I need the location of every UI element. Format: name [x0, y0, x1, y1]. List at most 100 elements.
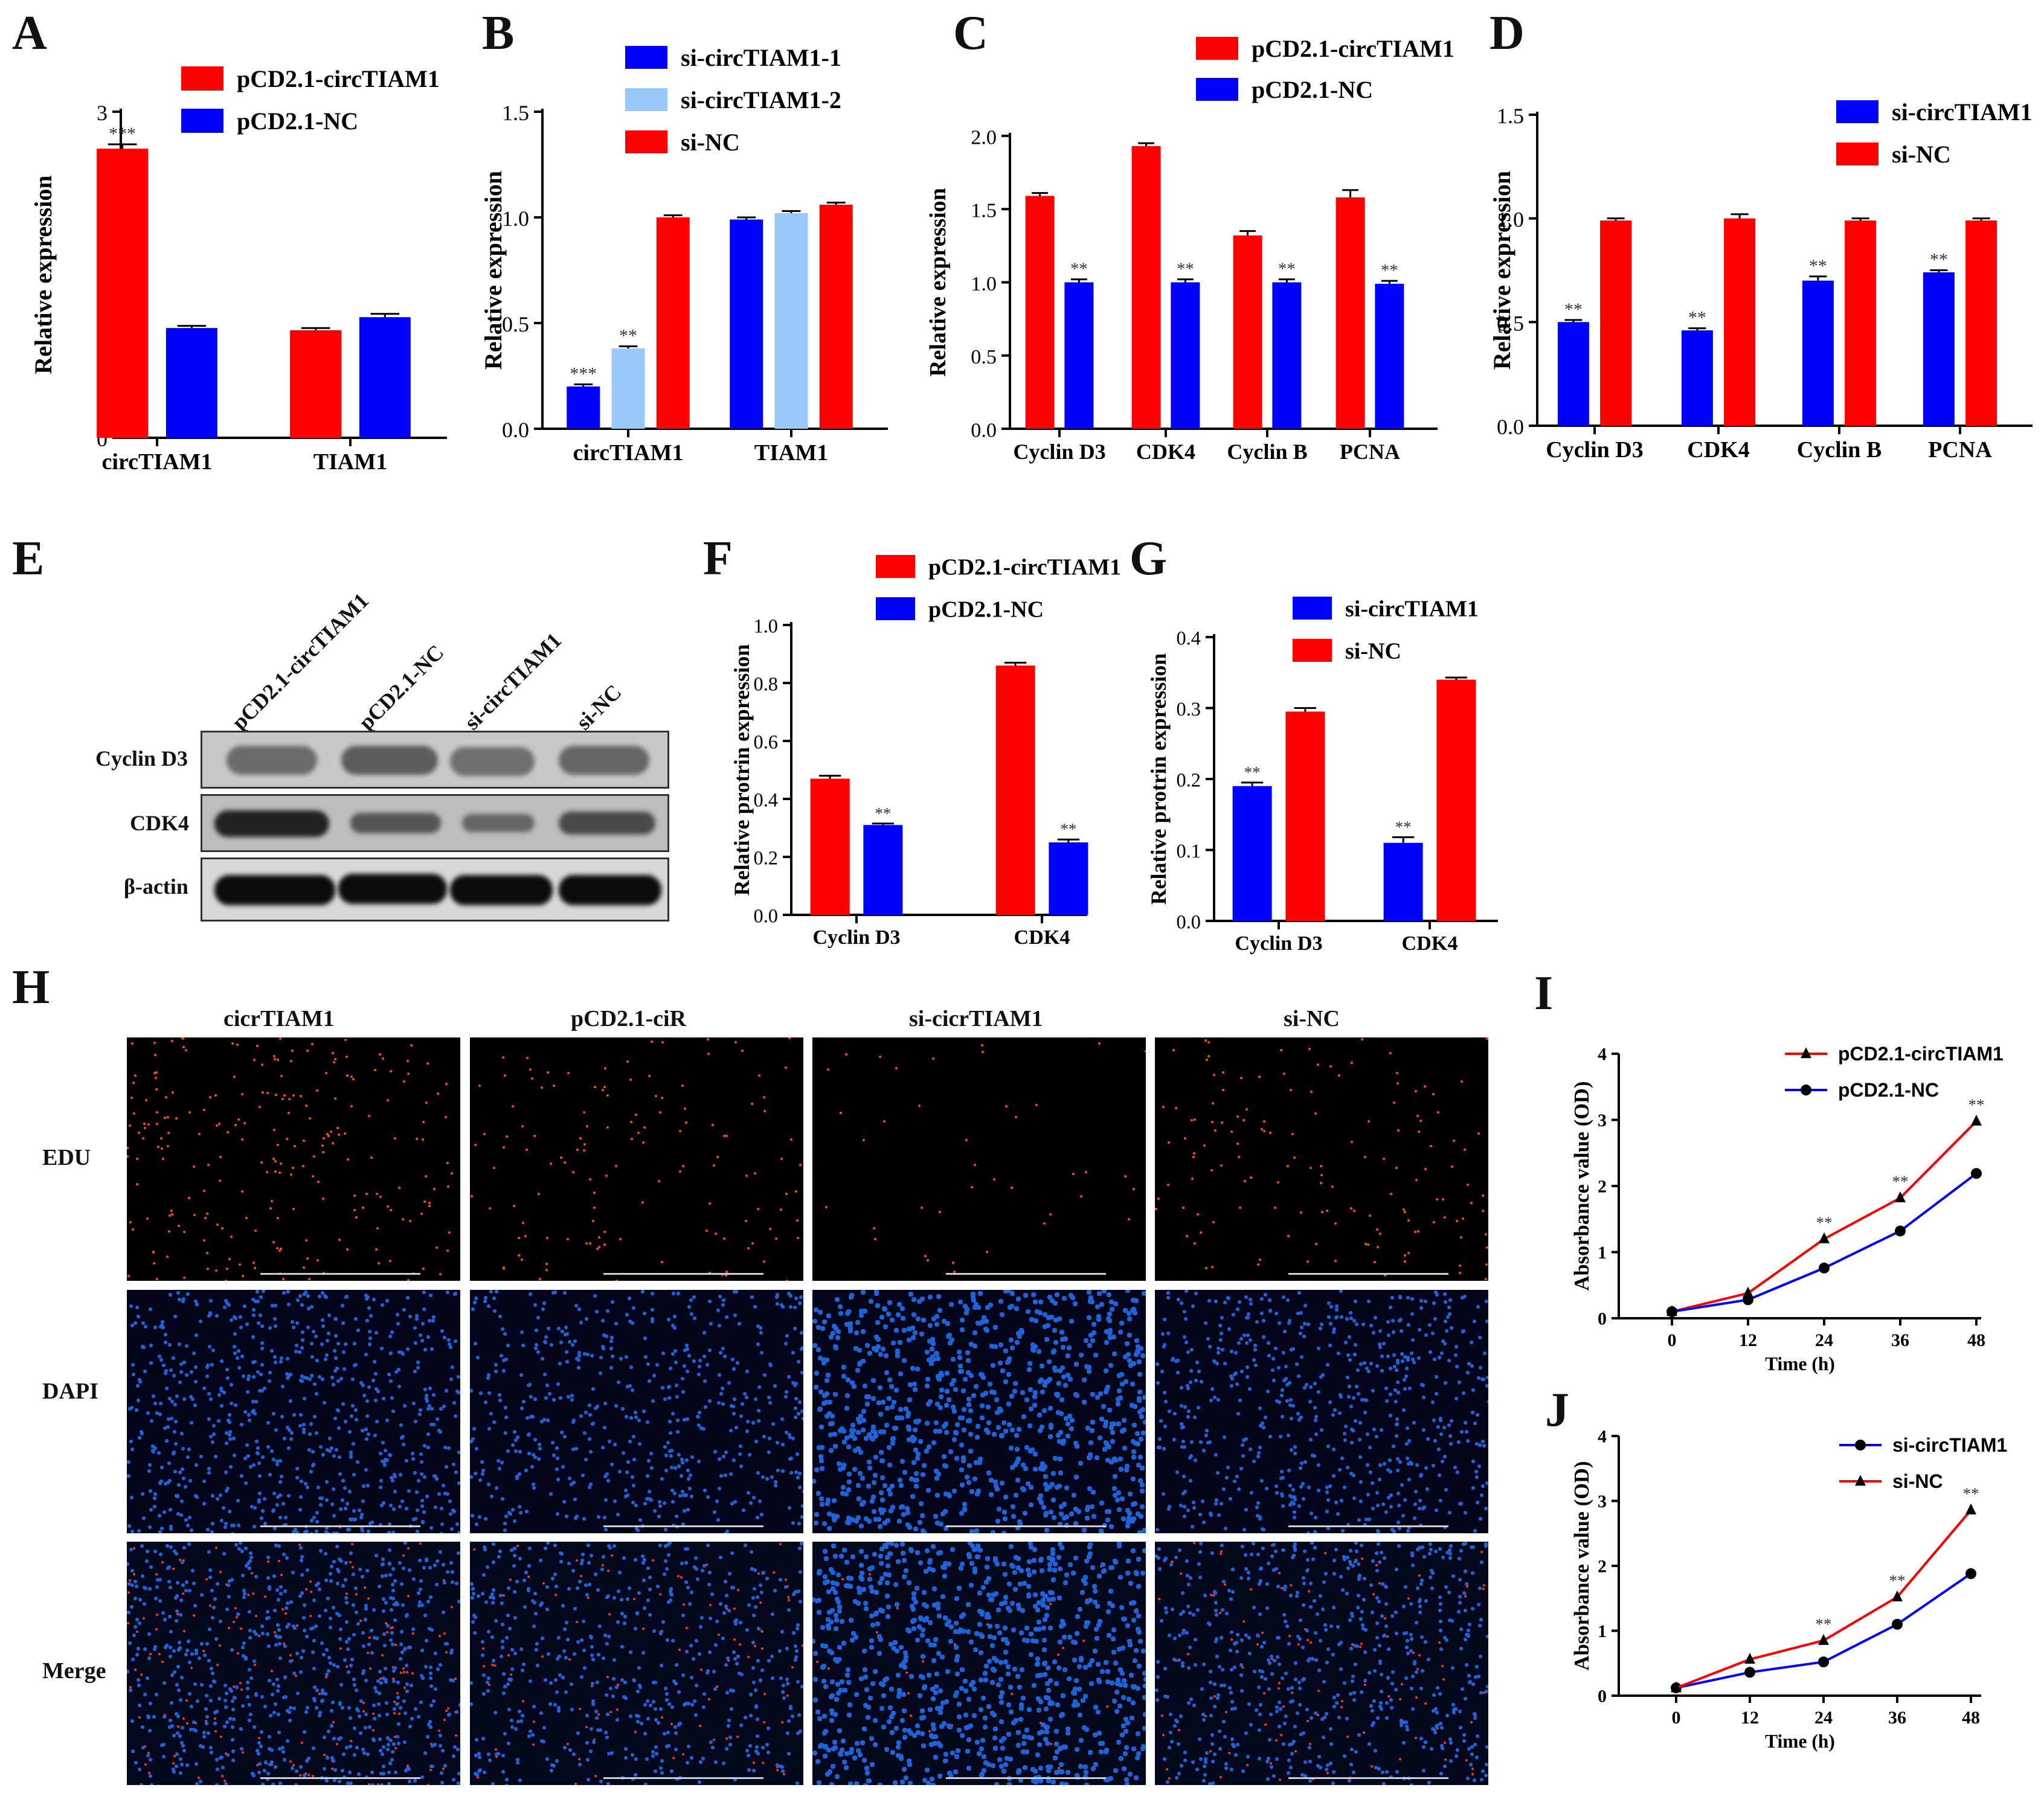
legend-label: si-NC	[1345, 638, 1401, 664]
legend-label: si-NC	[1892, 141, 1951, 168]
x-axis-label: Time (h)	[1765, 1353, 1835, 1374]
dapi-image	[470, 1290, 803, 1533]
bar	[1049, 842, 1088, 915]
bar	[995, 665, 1035, 915]
x-tick-label: 48	[1962, 1708, 1980, 1728]
bar	[1557, 322, 1589, 426]
triangle-marker	[1855, 1475, 1866, 1486]
significance-label: ***	[109, 124, 136, 144]
significance-label: **	[619, 326, 637, 346]
circle-marker	[1965, 1568, 1976, 1579]
legend-swatch	[1293, 639, 1332, 662]
blot-row-label: Cyclin D3	[95, 746, 188, 771]
x-tick-label: Cyclin D3	[812, 926, 900, 949]
blot-band	[559, 746, 649, 775]
x-tick-label: PCNA	[1340, 440, 1400, 464]
blot-strip	[201, 858, 669, 922]
dapi-image	[812, 1290, 1146, 1533]
y-tick-label: 3	[1598, 1492, 1607, 1511]
scale-bar	[603, 1777, 763, 1779]
legend-label: pCD2.1-circTIAM1	[237, 65, 440, 92]
cell-dots	[812, 1542, 814, 1543]
bar	[656, 217, 690, 429]
blot-row-label: β-actin	[124, 874, 188, 899]
legend-label: si-circTIAM1-2	[681, 86, 841, 114]
legend-swatch	[181, 109, 223, 133]
triangle-marker	[1819, 1232, 1830, 1243]
legend-swatch	[1293, 597, 1332, 620]
y-tick-label: 0.2	[1177, 770, 1201, 792]
x-tick-label: 24	[1815, 1330, 1833, 1350]
triangle-marker	[1818, 1633, 1829, 1645]
scale-bar	[603, 1273, 763, 1275]
bar	[1965, 220, 1997, 426]
y-tick-label: 0.5	[502, 312, 529, 336]
y-axis-label: Absorbance value (OD)	[1570, 1082, 1593, 1291]
cell-dots	[127, 1037, 128, 1039]
scale-bar	[260, 1273, 420, 1275]
panel-letter-i: I	[1534, 967, 1554, 1020]
x-tick-label: CDK4	[1401, 932, 1457, 955]
scale-bar	[1288, 1777, 1448, 1779]
bar	[1285, 711, 1325, 921]
panel-letter-b: B	[482, 7, 515, 60]
micro-row-label: EDU	[42, 1145, 91, 1170]
panel-letter-j: J	[1545, 1383, 1569, 1437]
y-tick-label: 0.0	[1497, 415, 1524, 439]
y-tick-label: 0.3	[1177, 699, 1201, 720]
x-tick-label: TIAM1	[313, 449, 387, 475]
significance-label: **	[1809, 256, 1827, 276]
significance-label: **	[1968, 1096, 1985, 1114]
merge-image	[470, 1542, 803, 1785]
micro-col-title: pCD2.1-ciR	[571, 1006, 687, 1031]
cell-dots	[127, 1290, 128, 1291]
x-tick-label: Cyclin D3	[1235, 932, 1322, 955]
y-tick-label: 0.0	[754, 906, 779, 928]
blot-strip	[201, 731, 669, 789]
legend-label: pCD2.1-NC	[1252, 76, 1373, 103]
legend-label: pCD2.1-NC	[1838, 1079, 1939, 1101]
legend-label: si-circTIAM1-1	[681, 44, 841, 71]
x-tick-label: TIAM1	[754, 440, 828, 466]
significance-label: **	[1395, 818, 1412, 836]
y-axis-label: Relative expression	[1488, 171, 1515, 370]
bar	[863, 825, 903, 915]
blot-band	[559, 812, 655, 835]
y-tick-label: 1.5	[1497, 104, 1524, 128]
y-tick-label: 0	[1598, 1687, 1607, 1707]
y-axis-label: Relative expression	[480, 171, 507, 370]
bar	[567, 386, 600, 429]
cell-dots	[470, 1542, 471, 1543]
significance-label: **	[1060, 820, 1076, 838]
x-axis-label: Time (h)	[1765, 1731, 1835, 1752]
circle-marker	[1801, 1085, 1811, 1095]
x-tick-label: Cyclin B	[1227, 440, 1307, 464]
circle-marker	[1818, 1656, 1829, 1668]
x-tick-label: circTIAM1	[102, 449, 213, 475]
blot-row-label: CDK4	[130, 811, 189, 835]
bar	[810, 778, 850, 915]
blot-band	[350, 813, 441, 833]
cell-dots	[812, 1290, 814, 1291]
y-axis-label: Relative protrin expression	[1146, 653, 1171, 905]
y-tick-label: 0.5	[971, 346, 997, 368]
legend-label: si-circTIAM1	[1345, 596, 1479, 621]
bar	[97, 149, 149, 438]
micro-row-label: DAPI	[42, 1379, 98, 1404]
x-tick-label: CDK4	[1687, 437, 1749, 463]
bar	[166, 328, 217, 438]
bar	[819, 205, 853, 429]
bar	[1600, 220, 1632, 426]
triangle-marker	[1971, 1114, 1982, 1126]
panel-letter-g: G	[1130, 532, 1168, 585]
scale-bar	[1288, 1525, 1448, 1527]
micro-row-label: Merge	[42, 1658, 106, 1684]
panel-letter-e: E	[12, 532, 45, 585]
bar	[774, 213, 808, 429]
triangle-marker	[1743, 1286, 1753, 1298]
bar	[1233, 235, 1262, 429]
cell-dots	[1155, 1290, 1156, 1291]
y-tick-label: 2	[1598, 1177, 1607, 1197]
bar	[1131, 146, 1161, 429]
